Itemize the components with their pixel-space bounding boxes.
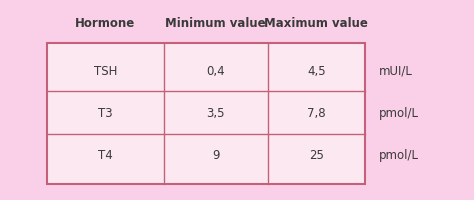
Text: pmol/L: pmol/L (379, 107, 419, 119)
Text: 25: 25 (309, 149, 324, 161)
Text: pmol/L: pmol/L (379, 149, 419, 161)
Text: 4,5: 4,5 (307, 65, 326, 77)
Text: 0,4: 0,4 (206, 65, 225, 77)
Bar (47, 44, 365, 184)
Text: Minimum value: Minimum value (165, 17, 266, 29)
Text: Maximum value: Maximum value (264, 17, 368, 29)
Text: Hormone: Hormone (75, 17, 136, 29)
Text: mUI/L: mUI/L (379, 65, 413, 77)
Text: T4: T4 (98, 149, 113, 161)
Text: 9: 9 (212, 149, 219, 161)
Text: 7,8: 7,8 (307, 107, 326, 119)
Text: T3: T3 (98, 107, 113, 119)
Text: TSH: TSH (94, 65, 117, 77)
Text: 3,5: 3,5 (206, 107, 225, 119)
